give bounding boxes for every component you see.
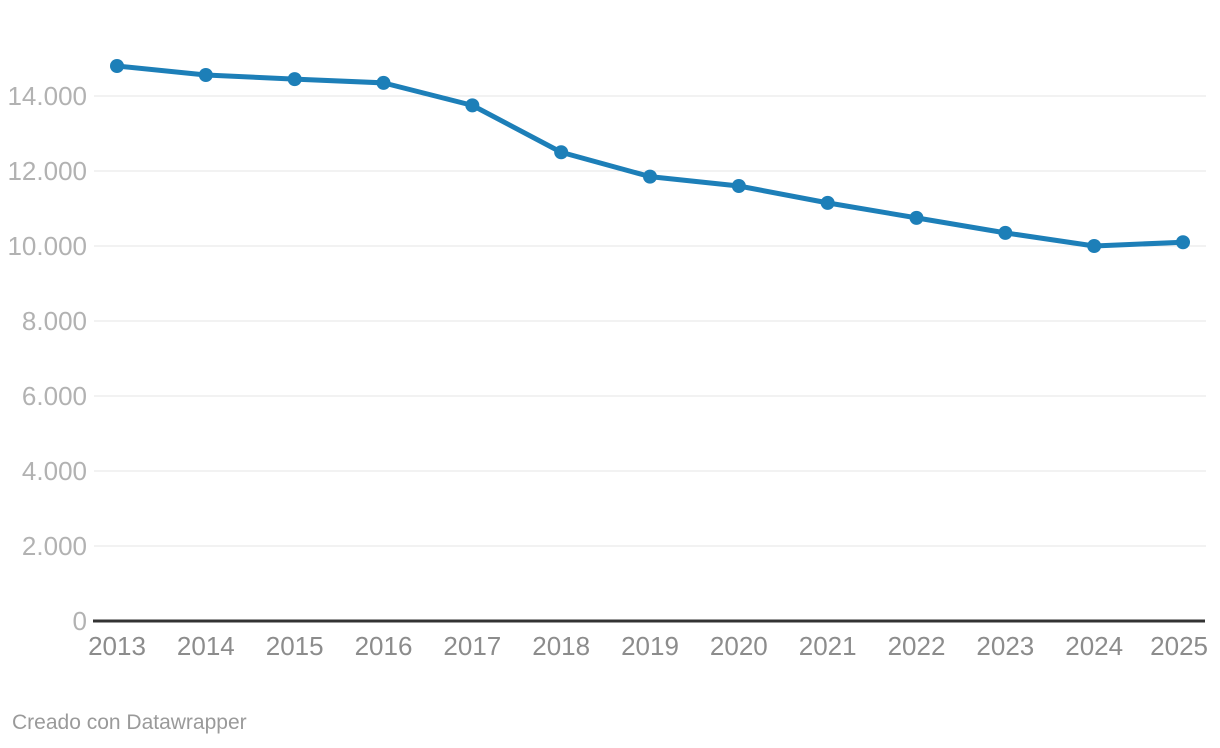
data-point-2024[interactable] [1087, 239, 1102, 253]
data-point-2018[interactable] [554, 145, 569, 160]
x-tick-label: 2014 [177, 631, 235, 661]
credit-footer: Creado con Datawrapper [12, 710, 247, 736]
data-point-2023[interactable] [998, 225, 1013, 240]
y-tick-label: 6.000 [22, 381, 87, 411]
x-tick-label: 2019 [621, 631, 679, 661]
x-tick-label: 2017 [443, 631, 501, 661]
x-tick-label: 2022 [888, 631, 946, 661]
x-tick-label: 2020 [710, 631, 768, 661]
y-tick-label: 2.000 [22, 531, 87, 561]
data-point-2016[interactable] [376, 75, 391, 90]
data-line [114, 63, 1186, 249]
line-chart: 0 2.000 4.000 6.000 8.000 10.000 12.000 14.000 2… [7, 59, 1208, 661]
y-tick-label: 0 [73, 606, 87, 636]
y-tick-label: 10.000 [7, 231, 87, 261]
x-tick-label: 2015 [266, 631, 324, 661]
data-point-2025[interactable] [1176, 235, 1190, 250]
data-point-2019[interactable] [643, 169, 657, 184]
x-tick-label: 2024 [1065, 631, 1123, 661]
y-tick-label: 4.000 [22, 456, 87, 486]
x-tick-label: 2016 [355, 631, 413, 661]
x-tick-label: 2013 [88, 631, 146, 661]
x-tick-label: 2018 [532, 631, 590, 661]
data-point-2015[interactable] [287, 72, 302, 87]
y-tick-label: 8.000 [22, 306, 87, 336]
y-tick-label: 14.000 [7, 81, 87, 111]
data-point-2017[interactable] [465, 98, 480, 113]
data-point-2022[interactable] [909, 210, 924, 225]
y-tick-label: 12.000 [7, 156, 87, 186]
data-point-2014[interactable] [198, 68, 213, 82]
x-tick-label: 2025 [1150, 631, 1208, 661]
x-tick-label: 2021 [799, 631, 857, 661]
x-tick-label: 2023 [976, 631, 1034, 661]
credit-text: Creado con Datawrapper [12, 711, 247, 734]
data-point-2013[interactable] [110, 59, 124, 73]
data-point-2020[interactable] [731, 179, 746, 193]
data-point-2021[interactable] [820, 195, 835, 210]
